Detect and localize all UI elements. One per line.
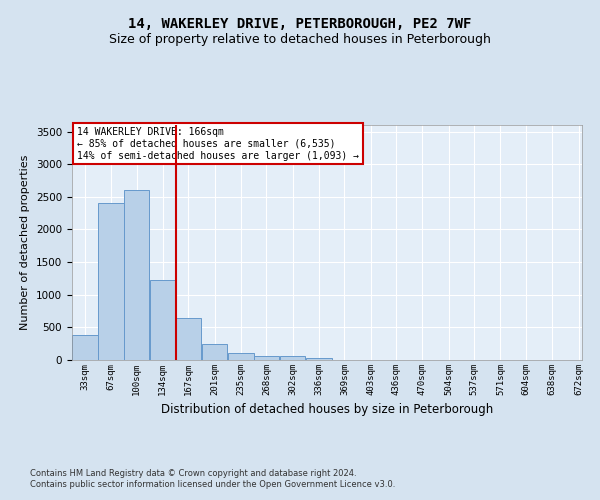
Bar: [98, 204, 124, 360]
Text: 14 WAKERLEY DRIVE: 166sqm
← 85% of detached houses are smaller (6,535)
14% of se: 14 WAKERLEY DRIVE: 166sqm ← 85% of detac…: [77, 128, 359, 160]
Bar: [150, 280, 176, 360]
Bar: [254, 356, 279, 360]
Text: Contains public sector information licensed under the Open Government Licence v3: Contains public sector information licen…: [30, 480, 395, 489]
Bar: [228, 353, 254, 360]
Bar: [72, 334, 97, 360]
Bar: [306, 358, 332, 360]
Bar: [202, 344, 227, 360]
Y-axis label: Number of detached properties: Number of detached properties: [20, 155, 31, 330]
Bar: [176, 318, 201, 360]
X-axis label: Distribution of detached houses by size in Peterborough: Distribution of detached houses by size …: [161, 404, 493, 416]
Text: Size of property relative to detached houses in Peterborough: Size of property relative to detached ho…: [109, 32, 491, 46]
Text: 14, WAKERLEY DRIVE, PETERBOROUGH, PE2 7WF: 14, WAKERLEY DRIVE, PETERBOROUGH, PE2 7W…: [128, 18, 472, 32]
Text: Contains HM Land Registry data © Crown copyright and database right 2024.: Contains HM Land Registry data © Crown c…: [30, 468, 356, 477]
Bar: [280, 356, 305, 360]
Bar: [124, 190, 149, 360]
